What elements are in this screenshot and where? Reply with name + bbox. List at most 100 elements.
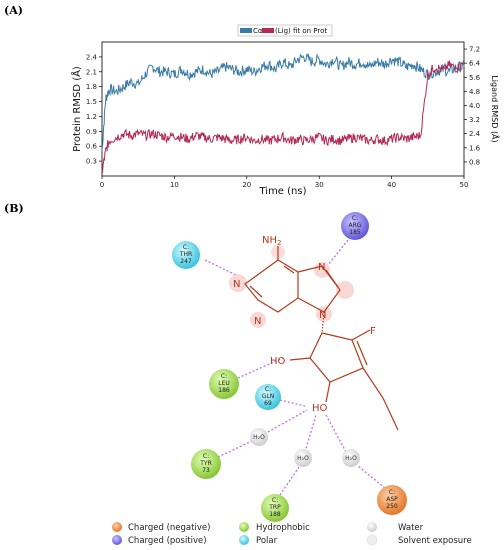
interaction-lines (204, 239, 386, 496)
atom-nh2: NH2 (262, 235, 281, 247)
legend-swatch-ligand (262, 28, 274, 33)
hbond-thr (204, 259, 237, 276)
svg-text:GLN: GLN (262, 393, 274, 400)
y-tick-label-left: 2.1 (86, 68, 97, 76)
y-tick-label-left: 1.5 (86, 98, 97, 106)
y-tick-label-right: 0.8 (469, 158, 480, 166)
solvent-halo (250, 312, 266, 328)
legend-label-ligand: (Lig) fit on Prot (275, 27, 327, 35)
svg-text:H₂O: H₂O (253, 434, 265, 441)
hbond-w2 (304, 414, 317, 453)
residue-gln: C: GLN 69 (255, 384, 281, 410)
svg-text:250: 250 (386, 503, 398, 510)
svg-text:C:: C: (203, 453, 209, 460)
hbond-arg (327, 239, 349, 266)
residue-arg: C: ARG 185 (341, 212, 369, 240)
solvent-halo (336, 281, 354, 299)
svg-text:TRP: TRP (268, 504, 281, 511)
legend-label-water: Water (398, 523, 424, 533)
y-tick-label-right: 5.6 (469, 74, 481, 82)
panel-b-label: (B) (4, 202, 24, 215)
solvent-halo (229, 274, 247, 292)
svg-text:247: 247 (180, 258, 192, 265)
svg-text:186: 186 (218, 387, 230, 394)
svg-text:H₂O: H₂O (345, 455, 357, 462)
bridge-trp (279, 466, 300, 496)
legend-label-hydrophobic: Hydrophobic (256, 523, 310, 533)
y-tick-label-left: 1.2 (86, 113, 97, 121)
diagram-legend: Charged (negative) Charged (positive) Hy… (112, 522, 472, 546)
rmsd-chart: 0.3 0.6 0.9 1.2 1.5 1.8 2.1 2.4 0.8 1.6 2.4 3.2 4.0… (70, 24, 501, 197)
y-tick-label-right: 7.2 (469, 46, 480, 54)
ligand-structure (229, 245, 399, 431)
residue-tyr: C: TYR 73 (191, 449, 221, 479)
y-tick-label-left: 0.6 (86, 143, 98, 151)
legend-dot-charged-negative (112, 522, 122, 532)
svg-text:C:: C: (352, 215, 358, 222)
y-tick-label-left: 2.4 (86, 53, 98, 61)
y-ticks-left: 0.3 0.6 0.9 1.2 1.5 1.8 2.1 2.4 (86, 53, 102, 166)
y-axis-label-left: Protein RMSD (Å) (70, 66, 83, 152)
atom-ho2: HO (312, 403, 328, 414)
x-ticks: 0 10 20 30 40 50 (100, 176, 469, 189)
panel-a-label: (A) (4, 4, 23, 17)
residue-trp: C: TRP 188 (261, 494, 289, 522)
plot-frame (101, 41, 465, 177)
svg-text:188: 188 (269, 511, 281, 518)
legend-dot-polar (239, 535, 249, 545)
y-tick-label-right: 4.0 (469, 102, 480, 110)
interaction-diagram: NH2 N N N N F HO HO C: THR 247 C: ARG 18… (112, 212, 472, 546)
legend-label-charged-positive: Charged (positive) (128, 536, 207, 546)
svg-text:C:: C: (183, 244, 189, 251)
legend-dot-charged-positive (112, 535, 122, 545)
svg-text:C:: C: (221, 373, 227, 380)
legend-label-ca: Cα (253, 27, 263, 35)
solvent-halo (314, 262, 330, 278)
atom-n: N (318, 262, 325, 273)
x-tick-label: 30 (315, 181, 324, 189)
legend-label-polar: Polar (256, 536, 278, 546)
y-tick-label-right: 1.6 (469, 144, 481, 152)
y-tick-label-right: 4.8 (469, 88, 480, 96)
svg-text:C:: C: (389, 489, 395, 496)
water-2: H₂O (294, 449, 312, 467)
series-line-ca (101, 53, 465, 152)
legend-dot-water (367, 522, 377, 532)
hbond-w3 (325, 414, 347, 453)
svg-text:TYR: TYR (199, 460, 212, 467)
svg-text:185: 185 (349, 229, 361, 236)
y-tick-label-right: 2.4 (469, 130, 481, 138)
legend-dot-hydrophobic (239, 522, 249, 532)
x-tick-label: 0 (100, 181, 104, 189)
residue-asp: C: ASP 250 (377, 485, 407, 515)
svg-text:C:: C: (272, 497, 278, 504)
y-ticks-right: 0.8 1.6 2.4 3.2 4.0 4.8 5.6 6.4 7.2 (464, 46, 481, 166)
x-tick-label: 50 (460, 181, 469, 189)
x-tick-label: 20 (242, 181, 251, 189)
x-axis-label: Time (ns) (258, 186, 306, 197)
y-tick-label-right: 6.4 (469, 60, 481, 68)
hbond-leu (237, 357, 284, 379)
hbond-w1 (267, 409, 308, 433)
y-tick-label-left: 1.8 (86, 83, 97, 91)
legend-dot-solvent (366, 534, 378, 546)
svg-text:ASP: ASP (386, 496, 398, 503)
atom-n: N (254, 316, 261, 327)
hbond-gln (279, 399, 306, 407)
svg-text:69: 69 (264, 400, 272, 407)
bridge-tyr (217, 440, 253, 458)
water-3: H₂O (342, 449, 360, 467)
svg-text:THR: THR (179, 251, 192, 258)
svg-text:ARG: ARG (349, 222, 362, 229)
x-tick-label: 10 (170, 181, 179, 189)
y-tick-label-left: 0.3 (86, 158, 97, 166)
svg-text:73: 73 (202, 467, 210, 474)
atom-ho1: HO (270, 356, 286, 367)
y-tick-label-right: 3.2 (469, 116, 480, 124)
water-1: H₂O (250, 428, 268, 446)
series-line-ligand (101, 60, 465, 174)
bridge-asp (357, 465, 386, 489)
atom-n: N (319, 310, 326, 321)
legend-label-charged-negative: Charged (negative) (128, 523, 210, 533)
